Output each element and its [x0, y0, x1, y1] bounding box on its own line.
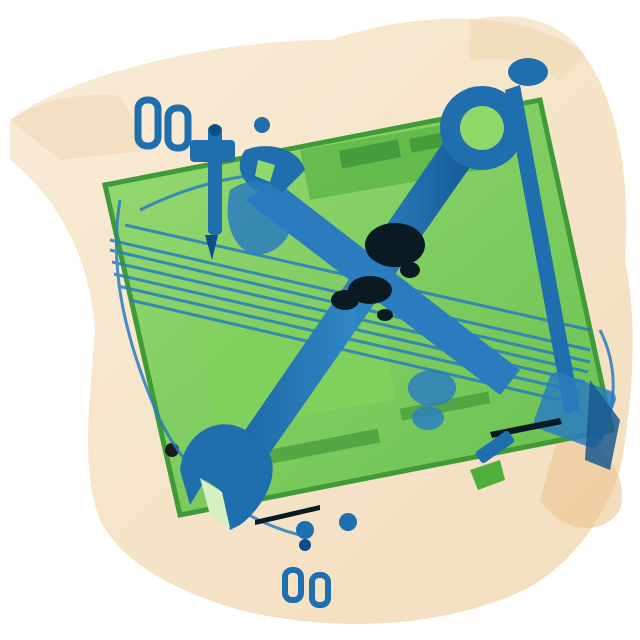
screwdriver [505, 58, 620, 470]
small-metal-parts [282, 430, 515, 608]
scissors [134, 96, 270, 260]
dense-mass [255, 223, 562, 525]
